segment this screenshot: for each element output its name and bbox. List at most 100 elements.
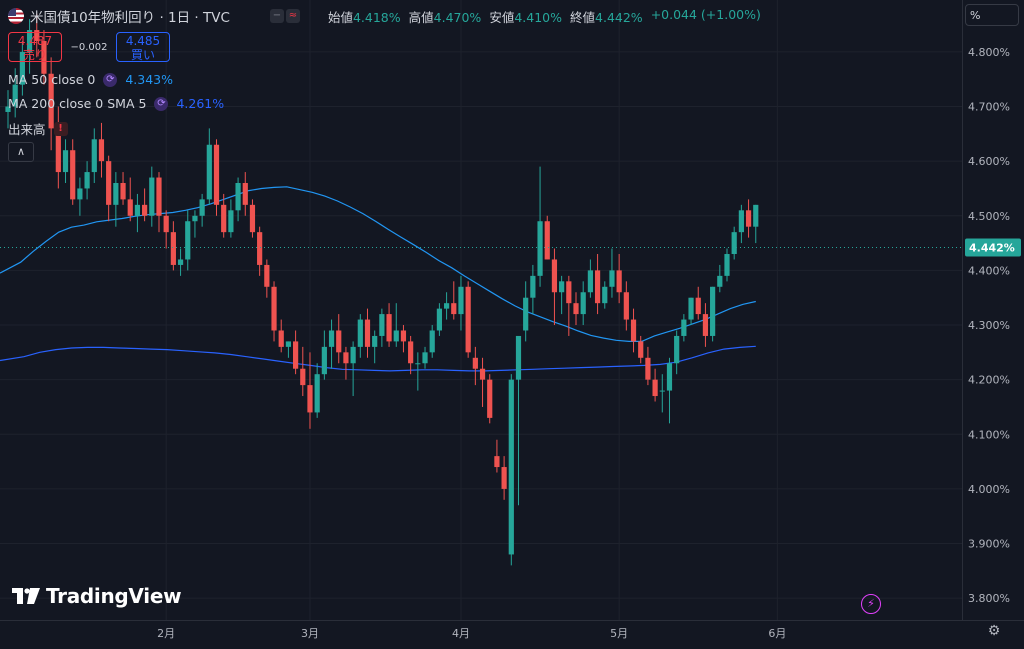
- candle-body: [429, 330, 435, 353]
- y-tick-label: 3.800%: [968, 592, 1010, 605]
- price-axis[interactable]: 3.800% 3.900% 4.000% 4.100% 4.200% 4.300% 4.40…: [962, 0, 1024, 620]
- us-flag-icon: [8, 8, 24, 24]
- x-tick-label: 2月: [157, 627, 175, 640]
- open-value: 4.418%: [352, 9, 401, 25]
- candle-body: [257, 232, 263, 265]
- candle-body: [422, 352, 428, 364]
- candle-body: [328, 330, 335, 347]
- candle-body: [77, 188, 83, 200]
- y-tick-label: 4.500%: [968, 210, 1010, 223]
- candle-body: [55, 128, 61, 173]
- candle-body: [379, 314, 385, 336]
- time-axis[interactable]: 2月 3月 4月 5月 6月: [0, 620, 1024, 645]
- candle-body: [12, 84, 18, 107]
- candle-body: [120, 182, 126, 200]
- buy-label: 買い: [130, 48, 155, 62]
- candle-body: [62, 150, 69, 173]
- alert-icon[interactable]: !: [53, 121, 68, 136]
- candle-body: [566, 281, 572, 304]
- candle-body: [228, 210, 234, 233]
- tradingview-logo: TradingView: [12, 584, 182, 608]
- collapse-legend-button[interactable]: ∧: [8, 142, 34, 162]
- sell-button[interactable]: 4.487 売り: [8, 32, 62, 62]
- wave-icon[interactable]: ≈: [285, 9, 300, 23]
- close-label: 終値: [570, 9, 596, 25]
- y-tick-label: 4.600%: [968, 155, 1010, 168]
- candle-body: [479, 368, 486, 380]
- cycle-icon[interactable]: ⟳: [103, 72, 118, 87]
- candle-body: [156, 177, 162, 216]
- ma50-label: MA 50 close 0: [8, 72, 96, 87]
- candle-body: [745, 210, 752, 227]
- y-tick-label: 4.400%: [968, 264, 1010, 277]
- x-tick-label: 4月: [452, 627, 470, 640]
- symbol-title[interactable]: 米国債10年物利回り · 1日 · TVC: [30, 10, 230, 26]
- last-price-label: 4.442%: [969, 241, 1015, 254]
- volume-label: 出来高: [8, 122, 46, 137]
- ma200-value: 4.261%: [176, 96, 225, 111]
- y-tick-label: 4.100%: [968, 428, 1010, 441]
- candle-body: [19, 51, 25, 85]
- candlestick-chart[interactable]: [0, 0, 962, 620]
- candle-body: [738, 210, 744, 233]
- y-tick-label: 4.200%: [968, 374, 1010, 387]
- candle-body: [350, 346, 356, 364]
- candle-body: [695, 297, 701, 315]
- y-tick-label: 4.300%: [968, 319, 1010, 332]
- candle-body: [393, 330, 399, 342]
- settings-icon[interactable]: ⚙: [987, 623, 1001, 639]
- logo-text: TradingView: [46, 584, 182, 608]
- candle-body: [264, 264, 270, 287]
- candle-body: [623, 292, 629, 320]
- candle-body: [149, 177, 155, 216]
- ma50-value: 4.343%: [125, 72, 173, 87]
- candle-body: [551, 259, 558, 293]
- candle-body: [386, 314, 392, 342]
- ma200-line: [0, 345, 756, 372]
- candle-body: [192, 215, 198, 222]
- minus-icon[interactable]: −: [269, 9, 284, 23]
- candle-body: [659, 390, 665, 392]
- ma200-legend[interactable]: MA 200 close 0 SMA 5 ⟳ 4.261%: [8, 96, 224, 111]
- candle-body: [134, 204, 141, 216]
- change-value: +0.044 (+1.00%): [650, 6, 761, 22]
- chart-area[interactable]: [0, 0, 962, 620]
- high-label: 高値: [408, 9, 434, 25]
- chart-mode-toggle[interactable]: − ≈: [269, 9, 300, 23]
- lightning-icon[interactable]: ⚡: [861, 594, 881, 614]
- candle-body: [436, 308, 442, 331]
- unit-button[interactable]: %: [965, 4, 1019, 26]
- candle-body: [537, 221, 543, 276]
- candle-body: [731, 232, 737, 255]
- ma50-legend[interactable]: MA 50 close 0 ⟳ 4.343%: [8, 72, 173, 87]
- candle-body: [307, 385, 313, 413]
- candle-body: [249, 204, 256, 233]
- candle-body: [321, 346, 327, 375]
- candle-body: [364, 319, 371, 347]
- candle-body: [515, 335, 522, 380]
- cycle-icon[interactable]: ⟳: [154, 96, 169, 111]
- candle-body: [688, 297, 694, 320]
- buy-button[interactable]: 4.485 買い: [116, 32, 170, 62]
- candle-body: [206, 144, 212, 200]
- candle-body: [443, 303, 450, 309]
- x-tick-label: 3月: [301, 627, 319, 640]
- y-tick-label: 4.700%: [968, 101, 1010, 114]
- candle-body: [602, 286, 608, 304]
- candle-body: [142, 204, 148, 216]
- candle-body: [645, 357, 651, 380]
- candle-body: [587, 270, 593, 293]
- candle-body: [5, 106, 11, 112]
- candle-body: [300, 368, 306, 386]
- candle-body: [666, 363, 673, 391]
- candle-body: [523, 297, 529, 331]
- candle-body: [278, 330, 284, 347]
- sell-price: 4.487: [17, 34, 53, 48]
- candle-body: [530, 275, 536, 298]
- volume-legend[interactable]: 出来高 !: [8, 119, 68, 138]
- candle-body: [674, 335, 680, 364]
- candle-body: [285, 341, 292, 347]
- candle-body: [508, 379, 514, 555]
- spread-value: −0.002: [70, 41, 108, 53]
- ma200-label: MA 200 close 0 SMA 5: [8, 96, 147, 111]
